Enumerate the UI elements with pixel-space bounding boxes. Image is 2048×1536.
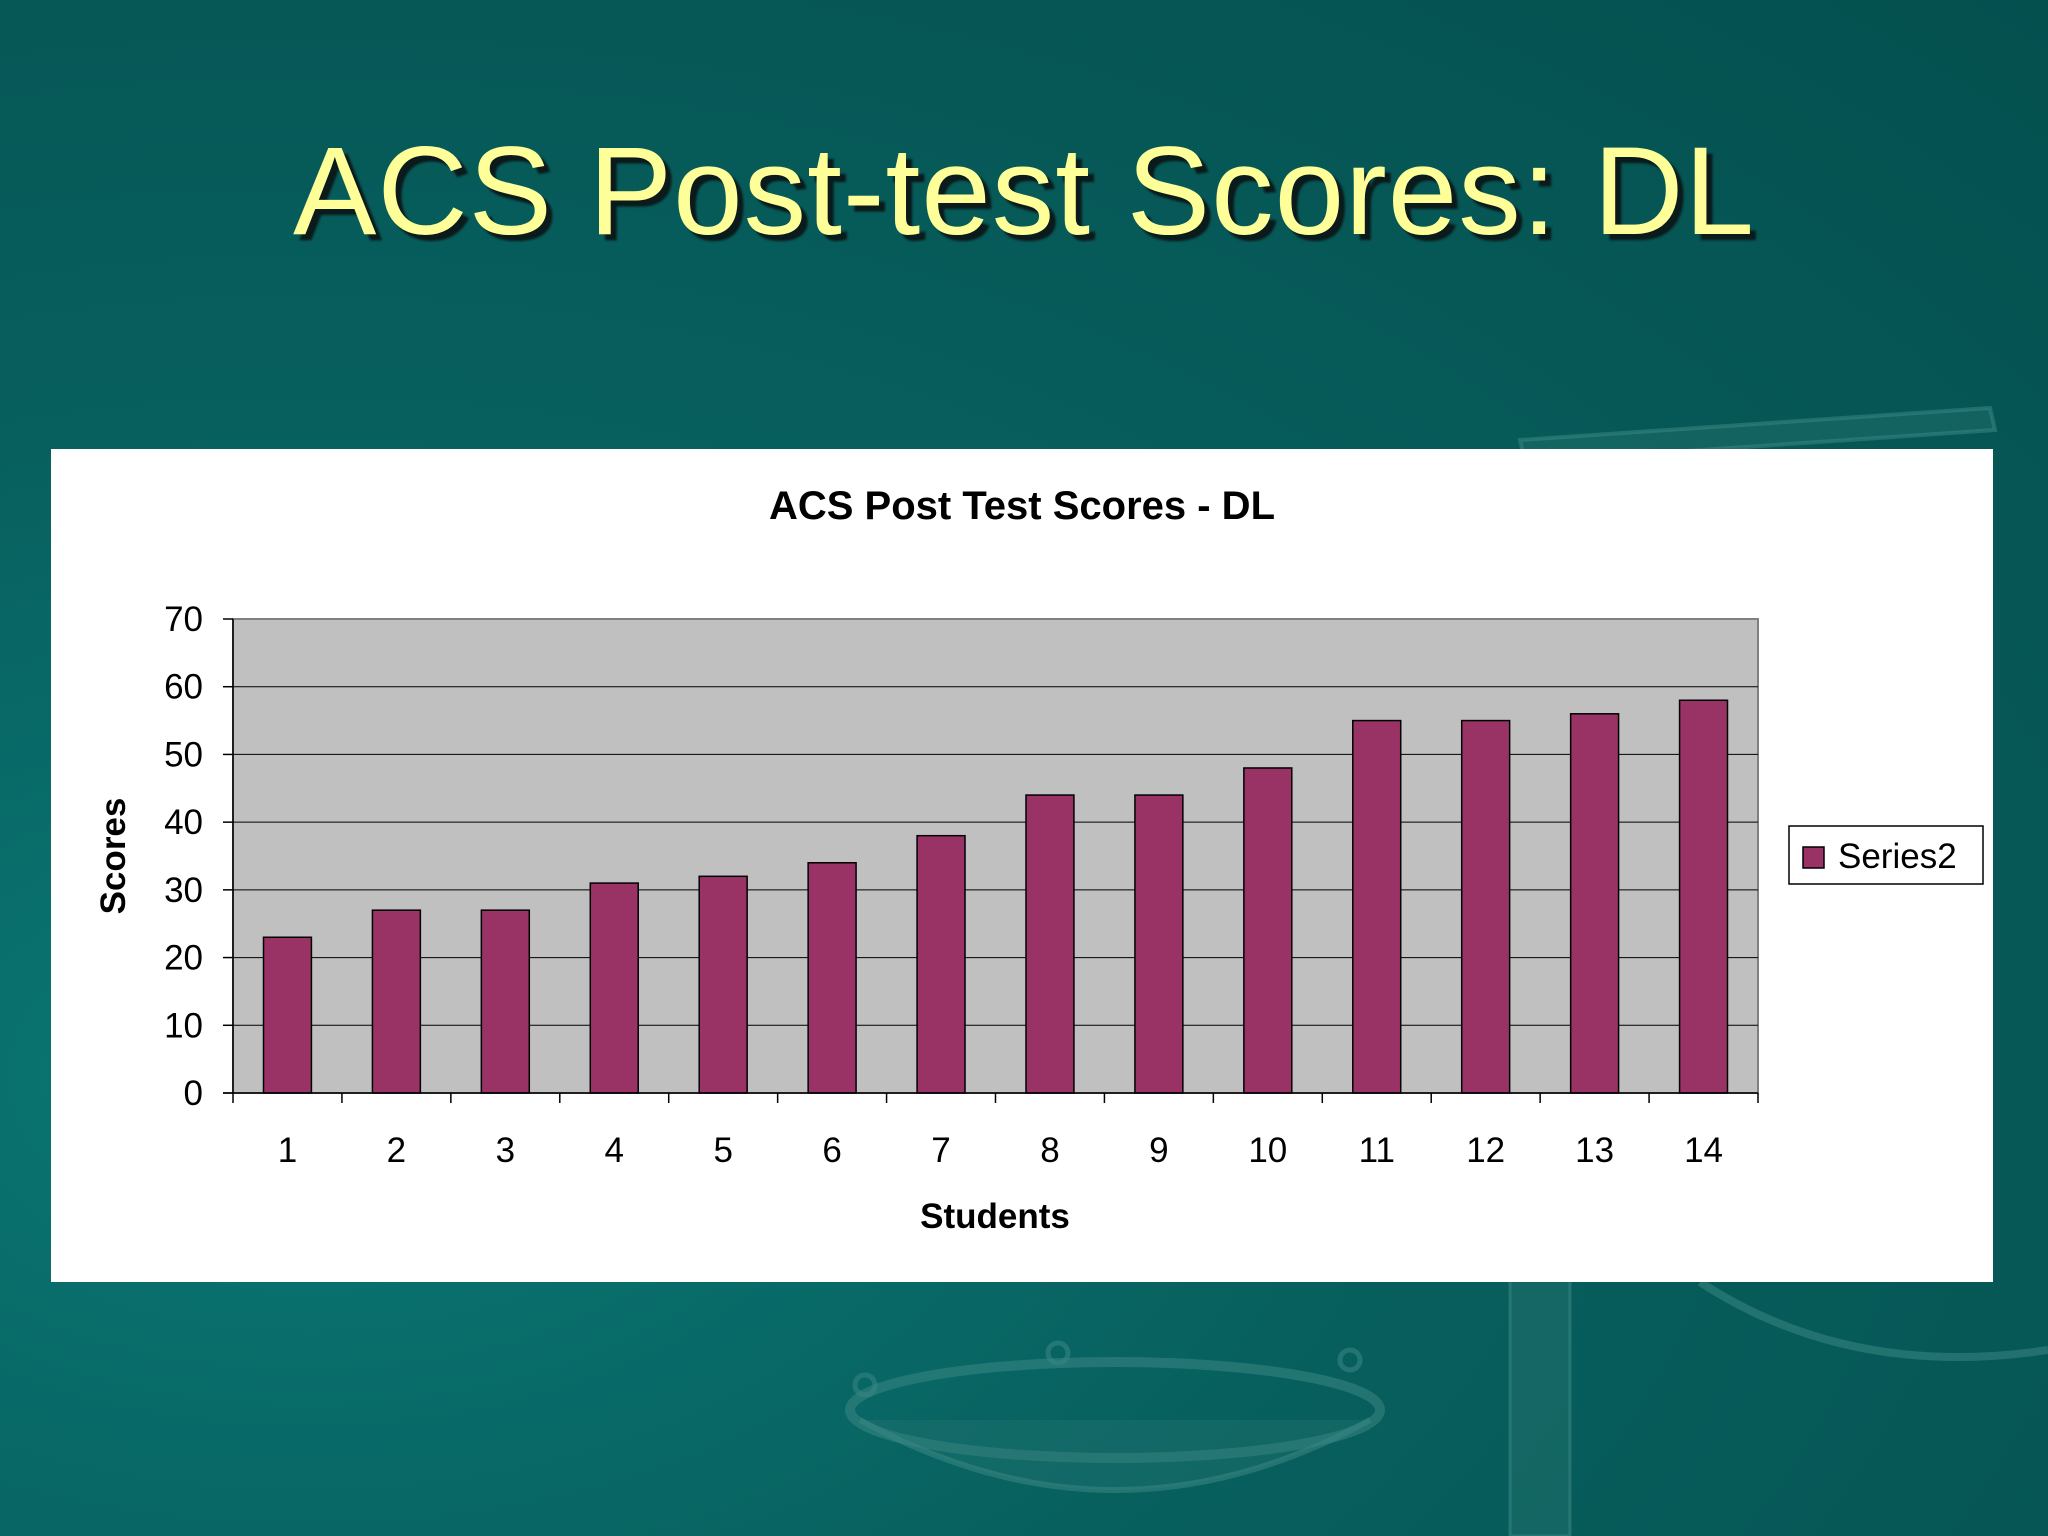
x-tick-label: 10 xyxy=(1248,1131,1287,1170)
bar-student-6 xyxy=(807,862,857,1094)
x-tick-label: 1 xyxy=(278,1131,297,1170)
y-tick-label: 50 xyxy=(164,735,203,774)
y-tick-labels: 0 10 20 30 40 50 60 70 xyxy=(164,600,203,1113)
y-axis-title: Scores xyxy=(94,798,133,915)
bar-student-9 xyxy=(1134,794,1184,1094)
bar-student-12 xyxy=(1460,719,1511,1094)
x-tick-label: 8 xyxy=(1040,1131,1059,1170)
x-tick-label: 5 xyxy=(713,1131,732,1170)
chart-title: ACS Post Test Scores - DL xyxy=(769,484,1275,528)
x-axis-title: Students xyxy=(920,1197,1070,1236)
x-tick-label: 3 xyxy=(496,1131,515,1170)
y-tick-label: 60 xyxy=(164,668,203,707)
y-tick-label: 20 xyxy=(164,939,203,978)
bar-student-13 xyxy=(1569,713,1620,1094)
legend-swatch xyxy=(1802,846,1825,869)
axes xyxy=(223,618,1759,1103)
x-tick-label: 11 xyxy=(1359,1131,1395,1170)
bar-student-7 xyxy=(916,834,966,1094)
bar-student-11 xyxy=(1352,719,1402,1094)
x-tick-label: 2 xyxy=(387,1131,406,1170)
bar-chart: ACS Post Test Scores - DL 0 10 20 30 40 50 60 7… xyxy=(94,484,1984,1236)
bar-student-8 xyxy=(1025,794,1075,1094)
y-tick-label: 70 xyxy=(164,600,203,639)
x-tick-label: 9 xyxy=(1149,1131,1168,1170)
y-tick-label: 0 xyxy=(184,1074,203,1113)
slide-title: ACS Post-test Scores: DL xyxy=(293,122,1755,261)
bar-student-5 xyxy=(698,875,748,1094)
x-tick-label: 14 xyxy=(1684,1131,1723,1170)
x-tick-label: 4 xyxy=(605,1131,624,1170)
x-tick-label: 13 xyxy=(1575,1131,1614,1170)
bars xyxy=(262,699,1729,1094)
bar-student-10 xyxy=(1243,767,1293,1094)
x-tick-label: 7 xyxy=(931,1131,950,1170)
bar-student-4 xyxy=(589,882,639,1094)
legend-label: Series2 xyxy=(1838,837,1957,876)
x-tick-label: 12 xyxy=(1466,1131,1505,1170)
y-tick-label: 30 xyxy=(164,871,203,910)
x-tick-label: 6 xyxy=(822,1131,841,1170)
x-tick-labels: 1 2 3 4 5 6 7 8 9 10 11 12 13 14 xyxy=(278,1131,1723,1170)
scale-decoration-icon xyxy=(845,405,2048,1536)
bar-student-2 xyxy=(371,909,422,1094)
chart-panel: ACS Post Test Scores - DL 0 10 20 30 40 50 60 7… xyxy=(51,449,1993,1282)
bar-student-1 xyxy=(262,936,313,1094)
y-tick-label: 40 xyxy=(164,803,203,842)
y-tick-label: 10 xyxy=(164,1006,203,1045)
bar-student-3 xyxy=(480,909,531,1094)
bar-student-14 xyxy=(1678,699,1729,1094)
legend: Series2 xyxy=(1788,825,1984,885)
plot-area xyxy=(232,618,1759,1094)
